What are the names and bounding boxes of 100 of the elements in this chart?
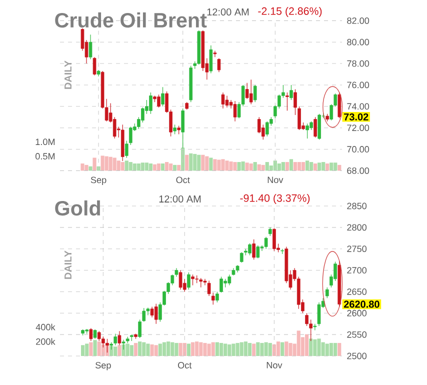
bar <box>288 342 292 356</box>
candlestick <box>150 306 154 318</box>
candlestick <box>228 274 232 286</box>
x-tick-label: Oct <box>178 362 192 368</box>
y-tick-label: 2700 <box>347 267 367 274</box>
bar <box>215 342 219 356</box>
y-tick-label: 74.00 <box>347 103 370 110</box>
bar <box>80 163 84 171</box>
bar <box>88 166 92 171</box>
bar <box>174 342 178 356</box>
bar <box>197 154 201 171</box>
candlestick <box>221 92 225 109</box>
bar <box>84 164 88 171</box>
bar <box>170 342 174 356</box>
candlestick <box>154 303 158 324</box>
y-tick-label: 2600 <box>347 310 367 316</box>
y-tick-label: 70.00 <box>347 146 370 152</box>
bar <box>253 162 257 171</box>
candlestick <box>233 100 237 122</box>
y-tick-label: 72.00 <box>347 124 370 132</box>
bar <box>297 162 302 171</box>
candlestick <box>112 116 116 139</box>
candlestick <box>294 88 297 116</box>
bar <box>213 159 217 171</box>
bar <box>276 342 280 356</box>
bar <box>142 342 146 356</box>
candlestick <box>306 123 309 139</box>
candlestick <box>305 312 308 326</box>
bar <box>241 161 245 171</box>
candlestick <box>253 84 257 102</box>
bar <box>195 342 199 356</box>
bar <box>252 344 256 356</box>
bar <box>248 342 252 356</box>
bar <box>277 163 281 171</box>
bar <box>177 164 181 171</box>
candlestick <box>89 328 93 342</box>
bar <box>140 162 144 171</box>
bar <box>338 164 342 171</box>
candlestick <box>216 291 219 303</box>
bar <box>325 344 329 356</box>
candlestick <box>217 58 221 72</box>
bar <box>162 342 166 356</box>
y-tick-label: 80.00 <box>347 38 370 46</box>
bar <box>124 160 128 171</box>
bar <box>240 342 244 356</box>
candlestick <box>225 95 229 108</box>
bar <box>232 344 236 356</box>
bar <box>146 344 150 356</box>
bar <box>156 163 161 171</box>
bar <box>249 163 253 171</box>
candlestick <box>325 287 329 298</box>
bar <box>209 158 213 171</box>
candlestick <box>249 79 253 105</box>
bar <box>144 162 149 171</box>
bar <box>81 345 85 356</box>
bar <box>164 162 169 171</box>
candlestick <box>256 245 260 259</box>
bar <box>100 156 104 171</box>
bar <box>284 342 288 356</box>
y2-tick-label: 200k <box>36 338 56 345</box>
bar <box>219 342 224 356</box>
bar <box>120 162 124 171</box>
y-tick-label: 2850 <box>347 202 367 210</box>
bar <box>281 162 285 171</box>
y2-tick-label: 1.0M <box>36 138 55 146</box>
text: DAILY <box>64 60 72 89</box>
y-tick-label: 82.00 <box>347 17 370 24</box>
chart-title: Crude Oil Brent <box>55 12 207 28</box>
bar <box>330 162 334 171</box>
bar <box>169 163 173 171</box>
candlestick <box>142 308 146 322</box>
candlestick <box>314 116 317 138</box>
x-tick-label: Nov <box>268 176 284 184</box>
candlestick <box>114 333 118 346</box>
text: -2.15 (2.86%) <box>258 7 322 17</box>
bar <box>186 344 190 356</box>
bar <box>126 344 130 356</box>
bar <box>264 342 268 356</box>
candlestick <box>173 124 176 135</box>
bar <box>205 156 209 171</box>
bar <box>221 159 225 171</box>
bar <box>257 164 261 171</box>
bar <box>104 156 108 171</box>
bar <box>293 162 298 171</box>
bar <box>329 342 334 356</box>
bar <box>321 342 325 356</box>
x-tick-label: Sep <box>96 362 111 370</box>
bar <box>296 330 300 356</box>
candlestick <box>240 252 244 263</box>
candlestick <box>318 114 321 140</box>
bar <box>193 154 197 171</box>
chart-title: Gold <box>55 200 100 216</box>
bar <box>236 342 240 356</box>
bar <box>116 160 120 171</box>
bar <box>173 164 177 171</box>
bar <box>285 162 290 171</box>
candlestick <box>334 261 337 282</box>
bar <box>245 162 249 171</box>
candlestick <box>157 94 160 108</box>
candlestick <box>93 329 97 340</box>
